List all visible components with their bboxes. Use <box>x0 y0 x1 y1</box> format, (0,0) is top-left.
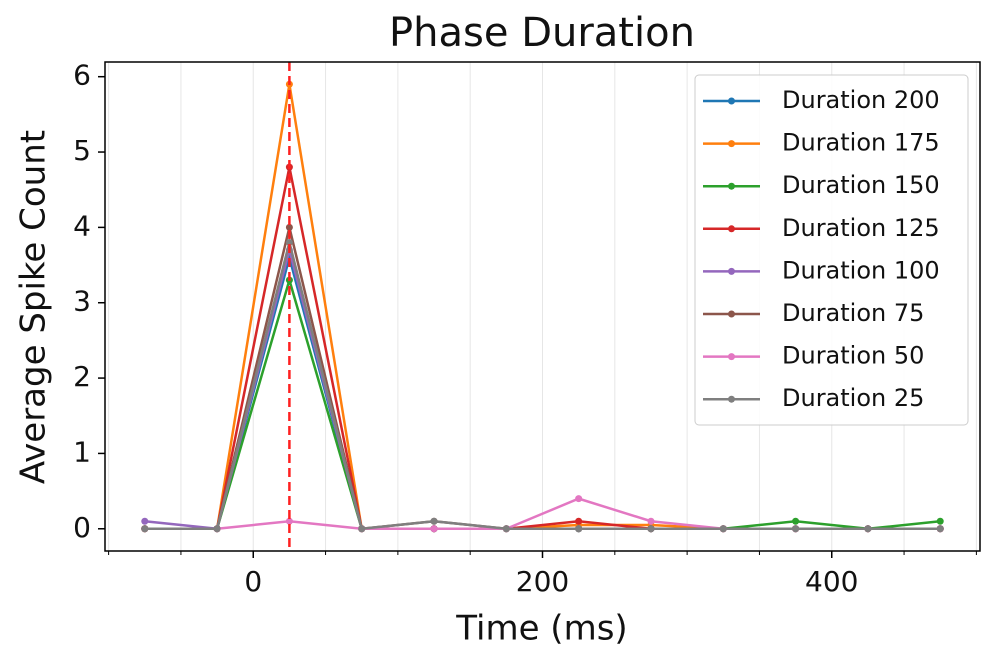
series-marker <box>430 525 438 533</box>
series-marker <box>285 238 293 246</box>
legend-swatch-marker <box>728 267 735 275</box>
series-marker <box>647 525 655 533</box>
series-line <box>144 242 941 531</box>
y-tick-label: 2 <box>73 360 91 393</box>
y-tick-label: 1 <box>73 435 91 468</box>
plot-frame <box>104 61 981 552</box>
series-marker <box>575 495 583 503</box>
x-tick-label: 0 <box>244 565 262 598</box>
y-tick-label: 4 <box>73 209 91 242</box>
legend-label: Duration 100 <box>782 256 940 284</box>
legend-box <box>694 74 969 426</box>
legend-swatch-marker <box>728 182 735 190</box>
series-marker <box>936 525 944 533</box>
legend-label: Duration 25 <box>782 384 924 412</box>
legend-label: Duration 150 <box>782 171 940 199</box>
series-marker <box>647 517 655 525</box>
chart-title: Phase Duration <box>389 10 695 56</box>
legend-swatch-marker <box>728 395 735 403</box>
legend-label: Duration 75 <box>782 299 924 327</box>
y-tick-label: 6 <box>73 59 91 92</box>
series-marker <box>719 525 727 533</box>
series-marker <box>285 223 293 231</box>
series-marker <box>792 525 800 533</box>
legend-label: Duration 125 <box>782 214 940 242</box>
legend-swatch-marker <box>728 353 735 361</box>
legend-label: Duration 50 <box>782 342 924 370</box>
legend-swatch-marker <box>728 225 735 233</box>
series-marker <box>358 525 366 533</box>
series-marker <box>936 517 944 525</box>
x-axis-label: Time (ms) <box>455 609 627 649</box>
series-marker <box>141 525 149 533</box>
series-marker <box>575 525 583 533</box>
legend-swatch-marker <box>728 97 735 105</box>
legend-label: Duration 175 <box>782 129 940 157</box>
legend-swatch-marker <box>728 310 735 318</box>
x-tick-label: 400 <box>805 565 858 598</box>
series-marker <box>430 517 438 525</box>
y-tick-label: 5 <box>73 134 91 167</box>
y-axis-label: Average Spike Count <box>14 130 54 484</box>
series-marker <box>792 517 800 525</box>
y-tick-label: 0 <box>73 511 91 544</box>
series-marker <box>285 517 293 525</box>
series-marker <box>864 525 872 533</box>
x-tick-label: 200 <box>516 565 569 598</box>
legend-label: Duration 200 <box>782 86 940 114</box>
legend-swatch-marker <box>728 140 735 148</box>
series-marker <box>213 525 221 533</box>
series-marker <box>575 517 583 525</box>
series-marker <box>141 517 149 525</box>
series-marker <box>502 525 510 533</box>
y-tick-label: 3 <box>73 285 91 318</box>
